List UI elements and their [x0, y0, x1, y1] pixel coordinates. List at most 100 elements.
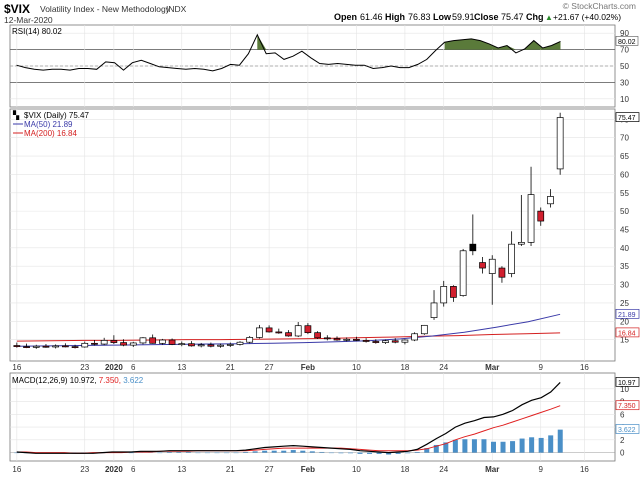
macd-histogram-bar — [538, 437, 544, 453]
price-x-label: 16 — [580, 363, 589, 372]
rsi-last-tag-text: 80.02 — [618, 39, 636, 46]
macd-histogram-bar — [195, 452, 201, 454]
macd-histogram-bar — [500, 441, 506, 453]
price-tick: 50 — [620, 207, 629, 216]
macd-histogram-bar — [166, 451, 172, 453]
close-value: 75.47 — [501, 12, 524, 22]
macd-last-box — [615, 377, 640, 387]
candle-body — [556, 117, 564, 170]
rsi-tick: 30 — [620, 78, 629, 87]
watermark: © StockCharts.com — [563, 1, 636, 11]
candle — [188, 341, 195, 347]
candle — [159, 338, 166, 345]
macd-x-label: 9 — [539, 465, 544, 474]
candle — [139, 337, 147, 345]
candle — [178, 341, 186, 347]
macd-tick: 2 — [620, 436, 625, 445]
macd-legend: MACD(12,26,9) 10.972, 7.350, 3.622 — [12, 376, 144, 385]
rsi-last-value-tag: 80.02 — [615, 36, 639, 46]
candle-body — [188, 343, 195, 347]
candle-body — [372, 341, 380, 343]
macd-histogram-bar — [376, 452, 382, 454]
candle-body — [32, 345, 40, 348]
candle — [488, 255, 496, 305]
price-x-label: 21 — [226, 363, 235, 372]
macd-x-axis-labels: 16 23 2020 6 13 21 27 Feb 10 18 24 Mar 9 16 — [12, 465, 589, 474]
open-label: Open — [334, 12, 357, 22]
rsi-tick: 50 — [620, 62, 629, 71]
candle-body — [479, 262, 486, 269]
macd-tick: 10 — [620, 385, 629, 394]
macd-histogram-bar — [214, 452, 220, 454]
candle — [168, 338, 176, 346]
candle-body — [149, 337, 157, 344]
candle-body — [547, 196, 554, 205]
candle-body — [343, 338, 351, 341]
candle — [537, 207, 545, 226]
candle — [343, 337, 351, 342]
candle-body — [178, 343, 186, 346]
macd-tick: 6 — [620, 410, 625, 419]
candle-body — [411, 333, 418, 341]
candle — [226, 342, 234, 347]
macd-grid — [10, 373, 615, 461]
rsi-overbought-fill — [257, 34, 561, 50]
candle-body — [129, 342, 137, 346]
macd-x-label: 24 — [439, 465, 448, 474]
macd-x-label: 16 — [580, 465, 589, 474]
macd-histogram-bar — [252, 451, 258, 453]
candle-body — [81, 342, 89, 348]
ma200-legend-text: MA(200) 16.84 — [24, 129, 77, 138]
candle-body — [314, 332, 321, 339]
macd-legend-macd: MACD(12,26,9) 10.972, — [12, 376, 97, 385]
rsi-line — [16, 33, 561, 72]
candle-body — [459, 250, 467, 296]
macd-x-label: Mar — [485, 465, 499, 474]
chg-value: +21.67 (+40.02%) — [553, 12, 621, 22]
macd-histogram-bar — [519, 438, 525, 453]
candle — [391, 338, 399, 344]
candle — [362, 338, 370, 343]
candle — [42, 344, 50, 348]
macd-tick-labels: 0246810 — [620, 385, 629, 458]
chg-label: Chg — [526, 12, 544, 22]
close-label: Close — [474, 12, 499, 22]
price-tick: 40 — [620, 244, 629, 253]
candle — [527, 166, 535, 247]
ma200-last-text: 16.84 — [618, 330, 636, 337]
ma50-last-box — [615, 308, 640, 319]
candle — [353, 336, 360, 342]
price-tick: 65 — [620, 152, 629, 161]
macd-histogram-bar — [557, 429, 563, 453]
macd-histogram-bar — [510, 441, 516, 453]
candle — [149, 334, 157, 344]
candle — [207, 342, 215, 348]
candle-body — [226, 344, 234, 346]
candle-body — [207, 344, 215, 347]
macd-histogram-bar — [443, 442, 449, 453]
macd-histogram-bar — [262, 450, 268, 453]
candle — [411, 332, 418, 342]
macd-histogram-bar — [338, 452, 344, 454]
macd-histogram-bar — [281, 450, 287, 453]
candle-body — [401, 339, 409, 343]
candle-body — [120, 342, 127, 346]
price-frame — [9, 108, 616, 362]
macd-histogram-bar — [386, 452, 392, 455]
price-last-close-text: 75.47 — [618, 115, 636, 122]
candle-body — [91, 342, 98, 345]
candle — [23, 343, 30, 349]
candle — [382, 339, 389, 345]
candle — [256, 324, 263, 339]
candle — [217, 343, 224, 348]
candle — [13, 342, 21, 348]
candle — [314, 331, 321, 339]
candle — [469, 214, 477, 256]
macd-histogram-bar — [481, 439, 487, 453]
price-x-label: 27 — [265, 363, 274, 372]
candle-body — [537, 210, 545, 222]
candle-body — [527, 194, 535, 243]
macd-x-label: 2020 — [105, 465, 123, 474]
candle-body — [52, 345, 60, 348]
